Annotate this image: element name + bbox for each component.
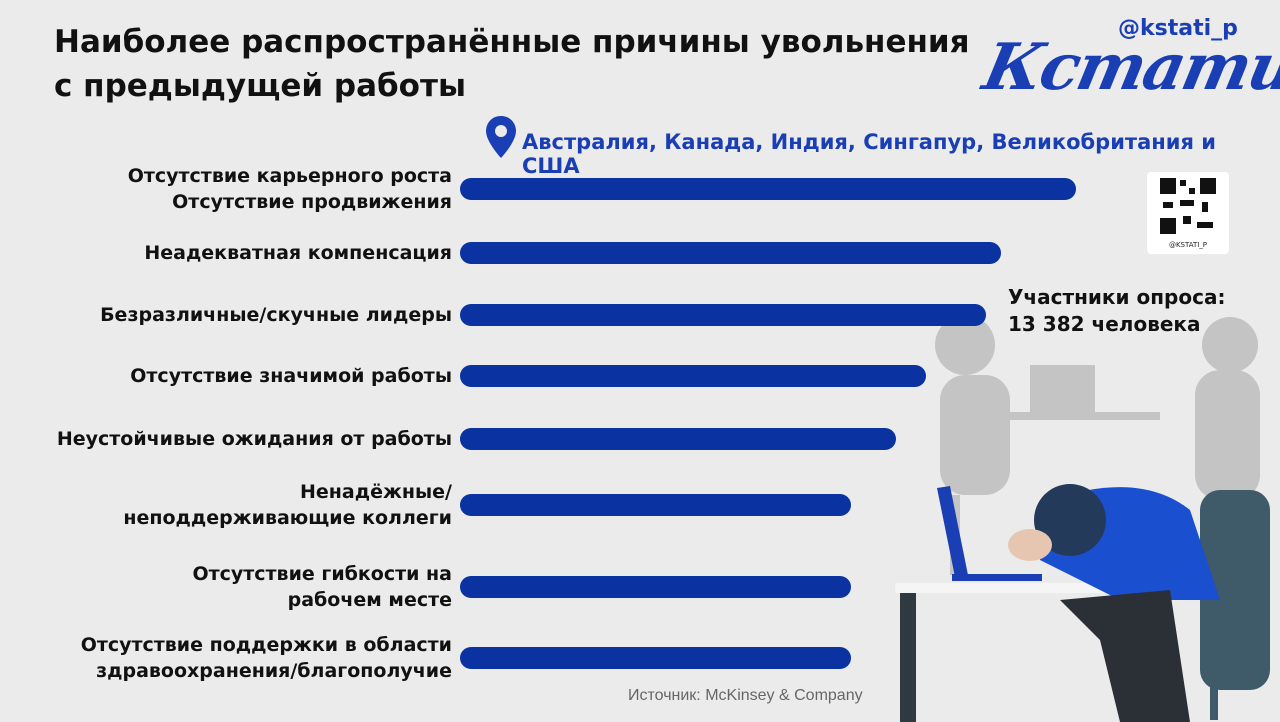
category-label: Неадекватная компенсация [144, 242, 452, 264]
bar [460, 494, 851, 516]
bar [460, 576, 851, 598]
category-label: Отсутствие гибкости на рабочем месте [192, 563, 452, 611]
handle: @kstati_p [1118, 16, 1238, 41]
source: Источник: McKinsey & Company [628, 687, 863, 704]
qr-code [1147, 172, 1229, 254]
category-label: Отсутствие значимой работы [130, 365, 452, 387]
chart-title: Наиболее распространённые причины увольн… [54, 24, 970, 104]
qr-pattern [1160, 178, 1216, 234]
bar [460, 428, 896, 450]
category-label: Ненадёжные/ неподдерживающие коллеги [123, 481, 452, 529]
location-icon [486, 116, 516, 158]
bar [460, 304, 986, 326]
chart-subtitle: Австралия, Канада, Индия, Сингапур, Вели… [522, 130, 1217, 178]
category-label: Отсутствие карьерного роста Отсутствие п… [127, 165, 452, 213]
category-label: Отсутствие поддержки в области здравоохр… [80, 634, 452, 682]
bar [460, 242, 1001, 264]
bar [460, 647, 851, 669]
bar [460, 178, 1076, 200]
qr-label: @KSTATI_P [1168, 241, 1208, 249]
category-label: Безразличные/скучные лидеры [100, 304, 452, 326]
participants: Участники опроса: 13 382 человека [1008, 285, 1226, 336]
category-label: Неустойчивые ожидания от работы [56, 428, 452, 450]
logo: Кстати, [977, 30, 1280, 105]
bar [460, 365, 926, 387]
